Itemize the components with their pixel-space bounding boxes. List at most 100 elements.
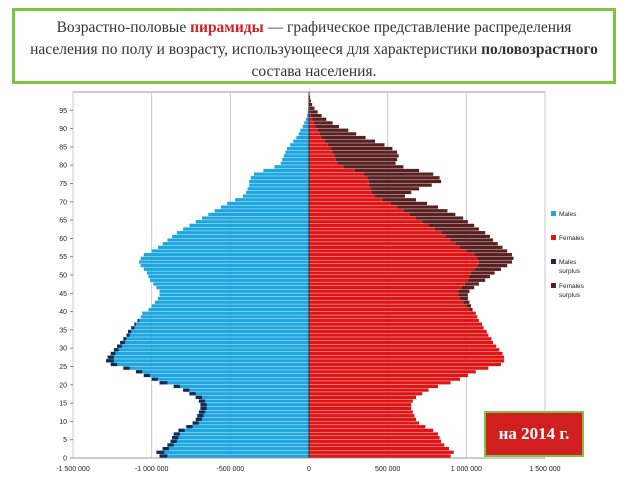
male-bar (156, 285, 309, 290)
male-bar (285, 150, 309, 154)
female-bar (309, 212, 410, 217)
female-surplus-bar (371, 190, 412, 195)
male-surplus-bar (143, 373, 151, 378)
male-bar (157, 245, 309, 249)
female-bar (309, 260, 479, 264)
y-tick-label: 75 (59, 181, 67, 188)
male-surplus-bar (172, 436, 179, 440)
female-bar (309, 329, 487, 334)
caption-text-part1: Возрастно-половые (56, 19, 191, 36)
male-surplus-bar (107, 355, 114, 359)
male-bar (183, 227, 309, 231)
male-surplus-bar (186, 425, 193, 429)
female-bar (309, 417, 416, 421)
female-surplus-bar (327, 143, 385, 147)
female-bar (309, 253, 475, 257)
female-bar (309, 154, 335, 158)
female-surplus-bar (390, 201, 427, 206)
female-surplus-bar (458, 289, 470, 293)
caption-box: Возрастно-половые пирамиды — графическое… (12, 8, 616, 84)
male-bar (242, 194, 309, 198)
female-bar (309, 359, 505, 363)
female-surplus-bar (441, 231, 486, 235)
y-tick-label: 70 (59, 199, 67, 206)
male-surplus-bar (117, 344, 122, 348)
y-tick-label: 25 (59, 364, 67, 371)
male-bar (200, 403, 309, 407)
male-bar (173, 432, 309, 436)
male-surplus-bar (183, 388, 190, 392)
female-bar (309, 388, 429, 392)
legend-swatch (551, 283, 556, 288)
male-bar (305, 117, 309, 121)
female-bar (309, 296, 461, 301)
male-bar (170, 439, 309, 443)
male-bar (300, 128, 309, 132)
legend-label: Females (559, 235, 585, 242)
female-bar (309, 198, 383, 202)
female-surplus-bar (367, 176, 440, 180)
male-bar (140, 264, 309, 268)
male-bar (214, 209, 309, 213)
male-surplus-bar (178, 428, 185, 432)
female-surplus-bar (317, 128, 349, 132)
female-bar (309, 399, 413, 403)
female-bar (309, 223, 429, 228)
y-tick-label: 50 (59, 273, 67, 280)
female-bar (309, 285, 462, 290)
y-tick-label: 45 (59, 291, 67, 298)
female-bar (309, 113, 311, 118)
male-surplus-bar (134, 322, 136, 326)
male-bar (159, 289, 309, 293)
male-bar (162, 242, 309, 246)
male-bar (150, 278, 309, 282)
legend-swatch (551, 211, 556, 216)
male-bar (247, 187, 309, 191)
male-bar (162, 447, 309, 451)
y-tick-label: 30 (59, 346, 67, 353)
female-surplus-bar (368, 183, 432, 187)
female-bar (309, 165, 344, 169)
male-surplus-bar (137, 318, 140, 323)
female-surplus-bar (321, 135, 366, 140)
male-surplus-bar (189, 392, 196, 396)
male-bar (148, 307, 309, 312)
female-bar (309, 425, 426, 429)
x-tick-label: -1 500 000 (56, 466, 90, 473)
male-bar (195, 395, 309, 400)
female-surplus-bar (464, 282, 479, 286)
male-bar (227, 201, 309, 206)
female-bar (309, 395, 416, 400)
male-bar (159, 293, 309, 297)
female-surplus-bar (368, 179, 442, 184)
female-bar (309, 384, 439, 389)
female-surplus-bar (460, 296, 468, 301)
male-bar (110, 351, 309, 356)
male-bar (151, 249, 309, 253)
male-surplus-bar (151, 377, 158, 381)
male-surplus-bar (195, 395, 203, 400)
male-bar (143, 373, 309, 378)
female-surplus-bar (477, 264, 508, 268)
female-bar (309, 447, 450, 451)
legend-label: Males (559, 259, 577, 266)
female-bar (309, 362, 501, 367)
female-bar (309, 300, 464, 304)
female-bar (309, 157, 336, 162)
female-surplus-bar (478, 260, 512, 264)
female-surplus-bar (434, 227, 479, 231)
female-surplus-bar (474, 267, 501, 271)
female-surplus-bar (422, 220, 468, 224)
male-bar (246, 190, 309, 195)
male-surplus-bar (173, 384, 180, 389)
female-surplus-bar (335, 157, 398, 162)
female-surplus-bar (309, 99, 311, 103)
female-bar (309, 381, 451, 385)
y-tick-label: 65 (59, 218, 67, 225)
female-surplus-bar (364, 172, 434, 176)
male-surplus-bar (162, 447, 169, 451)
male-bar (137, 318, 309, 323)
female-surplus-bar (309, 102, 313, 107)
male-bar (107, 355, 309, 359)
x-tick-label: -500 000 (217, 466, 245, 473)
